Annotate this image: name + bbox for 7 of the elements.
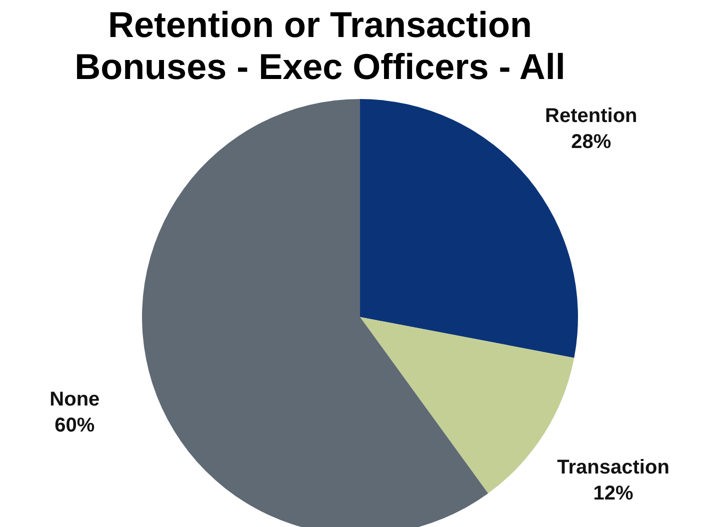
slice-label: Retention [545, 104, 638, 127]
data-label: 60% [54, 414, 95, 437]
data-label: 28% [571, 130, 612, 153]
slice-label: Transaction [557, 456, 670, 479]
data-label: 12% [593, 482, 634, 505]
slice-label: None [50, 388, 100, 411]
chart-title: Retention or Transaction Bonuses - Exec Officers - All [74, 4, 566, 88]
